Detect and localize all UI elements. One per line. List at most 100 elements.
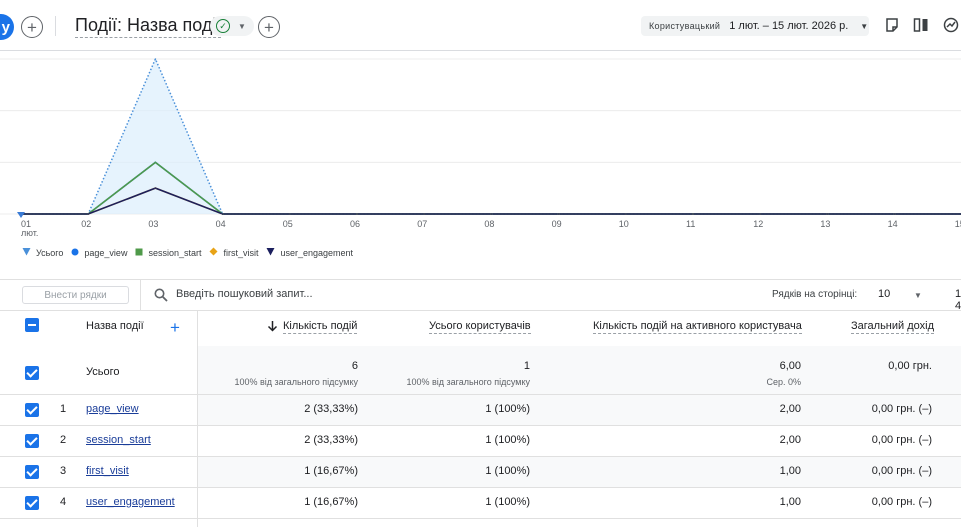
data-point-user_engagement bbox=[893, 213, 896, 215]
chart-legend: Усього page_view session_start first_visit u… bbox=[22, 247, 361, 258]
rows-per-page-select[interactable]: 10 bbox=[878, 288, 891, 300]
divider bbox=[140, 280, 141, 310]
x-tick-label: 14 bbox=[888, 219, 898, 229]
table-row-bg bbox=[198, 395, 961, 426]
col-header-event-count[interactable]: Кількість подій bbox=[283, 320, 358, 334]
cell-total-revenue: 0,00 грн. (–) bbox=[871, 434, 932, 446]
legend-item: Усього bbox=[22, 247, 63, 258]
row-checkbox[interactable] bbox=[25, 496, 39, 510]
total-events-share: 100% від загального підсумку bbox=[234, 377, 358, 387]
date-range-value: 1 лют. – 15 лют. 2026 р. bbox=[729, 20, 849, 32]
x-tick-label: 05 bbox=[283, 219, 293, 229]
row-checkbox[interactable] bbox=[25, 465, 39, 479]
data-point-user_engagement bbox=[289, 213, 291, 215]
x-tick-label: 03 bbox=[148, 219, 158, 229]
event-name-link[interactable]: first_visit bbox=[86, 465, 129, 477]
col-header-total-revenue[interactable]: Загальний дохід bbox=[851, 320, 934, 334]
x-tick-label: 01 bbox=[21, 219, 31, 229]
cell-total-users: 1 (100%) bbox=[485, 434, 530, 446]
compare-icon[interactable] bbox=[913, 17, 929, 33]
event-name-link[interactable]: page_view bbox=[86, 403, 139, 415]
data-point-user_engagement bbox=[490, 213, 493, 215]
add-rows-button[interactable]: Внести рядки bbox=[22, 286, 129, 304]
legend-label: first_visit bbox=[223, 247, 259, 258]
total-events-per-user: 6,00 bbox=[779, 360, 801, 372]
x-tick-label: 09 bbox=[552, 219, 562, 229]
circle-marker-icon bbox=[71, 248, 79, 258]
column-divider bbox=[197, 311, 198, 527]
x-tick-label: 15 bbox=[955, 219, 961, 229]
chevron-down-icon: ▼ bbox=[238, 21, 246, 31]
check-circle-icon: ✓ bbox=[216, 19, 230, 33]
data-point-user_engagement bbox=[826, 213, 829, 215]
triangle-marker-icon bbox=[266, 247, 275, 258]
date-range-type: Користувацький bbox=[649, 21, 721, 31]
event-name-link[interactable]: session_start bbox=[86, 434, 151, 446]
cell-event-count: 2 (33,33%) bbox=[304, 403, 358, 415]
sort-arrow-down-icon[interactable] bbox=[267, 320, 278, 332]
search-icon bbox=[154, 288, 168, 302]
cell-event-count: 2 (33,33%) bbox=[304, 434, 358, 446]
cell-events-per-user: 2,00 bbox=[779, 403, 801, 415]
avatar[interactable]: у bbox=[0, 14, 14, 40]
divider bbox=[55, 16, 56, 36]
plus-icon: + bbox=[27, 17, 37, 37]
x-tick-label: 10 bbox=[619, 219, 629, 229]
row-number: 4 bbox=[60, 496, 67, 508]
data-point-user_engagement bbox=[557, 213, 560, 215]
top-bar: у + Події: Назва події ✓ ▼ + Користуваць… bbox=[0, 0, 961, 51]
event-name-link[interactable]: user_engagement bbox=[86, 496, 175, 508]
legend-item: first_visit bbox=[209, 247, 258, 258]
x-tick-label: 11 bbox=[686, 219, 695, 229]
x-tick-label: 08 bbox=[484, 219, 494, 229]
x-tick-label: 06 bbox=[350, 219, 360, 229]
x-tick-label: 07 bbox=[417, 219, 427, 229]
data-point-user_engagement bbox=[87, 213, 89, 215]
data-point-user_engagement bbox=[759, 213, 761, 215]
share-report-icon[interactable] bbox=[884, 17, 900, 33]
legend-label: user_engagement bbox=[280, 247, 354, 258]
cell-event-count: 1 (16,67%) bbox=[304, 496, 358, 508]
divider bbox=[0, 310, 961, 311]
row-divider bbox=[0, 518, 961, 519]
data-point-user_engagement bbox=[423, 213, 426, 215]
plus-icon: + bbox=[264, 17, 274, 37]
cell-events-per-user: 1,00 bbox=[779, 465, 801, 477]
x-tick-label: 12 bbox=[753, 219, 763, 229]
divider bbox=[0, 394, 961, 395]
pagination-info: 1-4 bbox=[955, 288, 961, 312]
row-number: 2 bbox=[60, 434, 67, 446]
cell-total-revenue: 0,00 грн. (–) bbox=[871, 403, 932, 415]
row-checkbox[interactable] bbox=[25, 403, 39, 417]
total-checkbox[interactable] bbox=[25, 366, 39, 380]
x-tick-label: 02 bbox=[81, 219, 91, 229]
row-divider bbox=[0, 456, 961, 457]
col-header-event-name[interactable]: Назва події bbox=[86, 320, 144, 332]
status-dropdown[interactable]: ✓ ▼ bbox=[210, 16, 254, 36]
row-checkbox[interactable] bbox=[25, 434, 39, 448]
total-revenue: 0,00 грн. bbox=[888, 360, 932, 372]
page-title[interactable]: Події: Назва події bbox=[75, 15, 222, 38]
cell-total-users: 1 (100%) bbox=[485, 403, 530, 415]
search-input[interactable]: Введіть пошуковий запит... bbox=[176, 288, 313, 300]
legend-item: page_view bbox=[71, 248, 127, 258]
add-dimension-button[interactable]: + bbox=[170, 318, 180, 337]
legend-label: session_start bbox=[148, 247, 202, 258]
add-filter-button[interactable]: + bbox=[258, 16, 280, 38]
row-number: 3 bbox=[60, 465, 67, 477]
select-all-checkbox[interactable] bbox=[25, 318, 39, 332]
x-tick-label: 13 bbox=[820, 219, 830, 229]
col-header-total-users[interactable]: Усього користувачів bbox=[429, 320, 531, 334]
square-marker-icon bbox=[135, 248, 143, 258]
col-header-events-per-user[interactable]: Кількість подій на активного користувача bbox=[593, 320, 802, 334]
cell-event-count: 1 (16,67%) bbox=[304, 465, 358, 477]
legend-item: user_engagement bbox=[266, 247, 353, 258]
chevron-down-icon[interactable]: ▼ bbox=[914, 291, 922, 300]
insights-icon[interactable] bbox=[943, 17, 959, 33]
table-row-bg bbox=[198, 457, 961, 488]
series-area-total bbox=[21, 59, 961, 214]
events-line-chart: 01 02 03 04 05 06 07 08 09 10 11 12 13 14 15 лют. bbox=[0, 57, 961, 236]
add-comparison-button[interactable]: + bbox=[21, 16, 43, 38]
date-range-picker[interactable]: Користувацький 1 лют. – 15 лют. 2026 р. … bbox=[641, 16, 869, 36]
data-point-Усього bbox=[154, 58, 157, 60]
